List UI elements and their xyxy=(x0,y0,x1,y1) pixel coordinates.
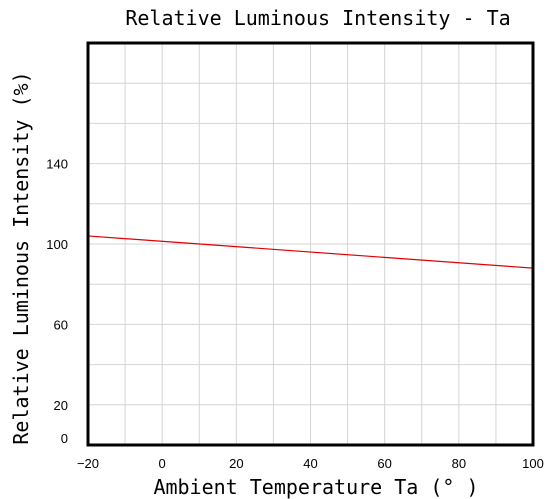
series-group xyxy=(87,235,534,269)
x-tick-label: −20 xyxy=(77,456,99,471)
y-tick-label: 100 xyxy=(46,237,68,252)
plot-frame xyxy=(86,41,535,447)
chart-title: Relative Luminous Intensity - Ta xyxy=(125,6,510,30)
y-tick-label: 140 xyxy=(46,157,68,172)
y-axis-title: Relative Luminous Intensity (%) xyxy=(9,71,33,444)
x-tick-label: 100 xyxy=(522,456,544,471)
y-tick-labels: 0 20 60 100 140 xyxy=(46,157,68,446)
grid xyxy=(87,42,534,446)
x-tick-label: 40 xyxy=(303,456,317,471)
x-tick-label: 20 xyxy=(229,456,243,471)
x-tick-label: 0 xyxy=(159,456,166,471)
x-tick-labels: −20 0 20 40 60 80 100 xyxy=(77,456,544,471)
x-tick-label: 60 xyxy=(377,456,391,471)
x-tick-label: 80 xyxy=(452,456,466,471)
series-line-1 xyxy=(87,235,534,269)
y-tick-label: 60 xyxy=(54,317,68,332)
x-axis-title: Ambient Temperature Ta (° ) xyxy=(153,475,478,499)
y-tick-label: 0 xyxy=(61,431,68,446)
y-tick-label: 20 xyxy=(54,398,68,413)
